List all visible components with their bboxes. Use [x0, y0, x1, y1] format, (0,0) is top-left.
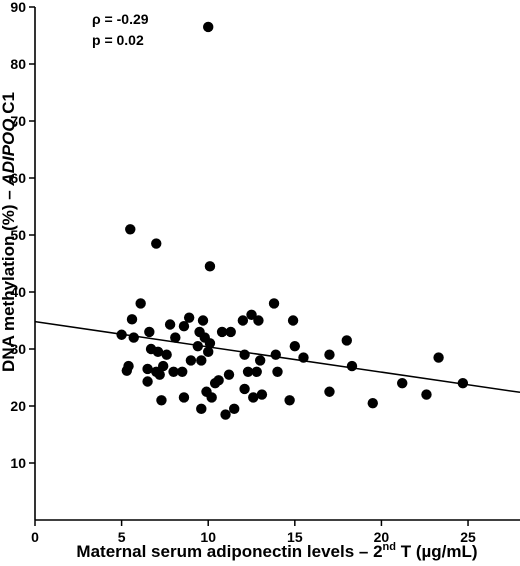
data-point — [287, 315, 299, 326]
y-axis-title-main: DNA methylation (%) – — [0, 186, 18, 372]
y-tick-label: 60 — [10, 170, 26, 186]
x-axis-title-superscript: nd — [383, 541, 396, 553]
data-point — [457, 378, 469, 389]
y-axis-title-suffix: C1 — [0, 92, 18, 118]
x-tick-label: 0 — [31, 529, 39, 545]
data-point — [142, 376, 153, 387]
data-point — [203, 346, 214, 358]
data-point — [298, 352, 309, 363]
data-point — [123, 360, 134, 372]
data-point — [196, 403, 207, 415]
data-point — [177, 366, 188, 377]
data-point — [142, 363, 153, 375]
data-point — [239, 349, 250, 360]
data-point — [183, 312, 195, 323]
data-point — [341, 335, 352, 346]
data-point — [206, 392, 217, 403]
data-point — [254, 355, 266, 366]
data-point — [204, 338, 216, 349]
data-point — [213, 375, 224, 386]
data-point — [346, 360, 358, 372]
data-point — [251, 366, 262, 377]
y-tick-label: 90 — [10, 0, 26, 15]
data-point — [164, 319, 176, 330]
y-tick-label: 10 — [10, 455, 26, 471]
y-tick-label: 70 — [10, 113, 26, 129]
data-point — [151, 238, 162, 249]
x-ticks: 0 5 10 15 20 25 — [31, 520, 476, 545]
data-point — [196, 355, 207, 366]
y-tick-label: 40 — [10, 284, 26, 300]
data-point — [135, 298, 146, 309]
x-axis-title: Maternal serum adiponectin levels – 2nd … — [76, 541, 477, 561]
x-tick-label: 25 — [460, 529, 476, 545]
data-point — [433, 352, 444, 363]
x-tick-label: 10 — [200, 529, 216, 545]
data-point — [284, 395, 295, 406]
data-point — [168, 366, 179, 377]
data-point — [397, 378, 408, 389]
y-axis-title: DNA methylation (%) – ADIPOQ C1 — [0, 92, 18, 372]
data-point — [324, 349, 335, 360]
data-point — [220, 409, 231, 420]
data-point — [192, 340, 204, 352]
data-points — [116, 21, 469, 420]
data-point — [125, 224, 136, 235]
data-point — [272, 366, 283, 377]
data-point — [157, 360, 169, 372]
data-point — [270, 349, 281, 360]
data-point — [185, 355, 197, 366]
x-axis-title-unit: T (µg/mL) — [396, 542, 478, 561]
data-point — [367, 397, 378, 409]
data-point — [128, 332, 139, 343]
x-tick-label: 20 — [374, 529, 390, 545]
data-point — [197, 315, 209, 326]
data-point — [178, 321, 190, 332]
data-point — [268, 298, 280, 309]
data-point — [126, 314, 138, 325]
rho-annotation: ρ = -0.29 — [92, 11, 149, 27]
y-ticks: 10 20 30 40 50 60 70 80 90 — [10, 0, 35, 471]
data-point — [203, 21, 214, 33]
data-point — [170, 332, 181, 343]
data-point — [324, 386, 335, 397]
data-point — [242, 366, 254, 377]
data-point — [161, 349, 172, 360]
axes: 10 20 30 40 50 60 70 80 90 0 5 10 15 20 25 — [10, 0, 520, 545]
data-point — [421, 389, 432, 400]
x-tick-label: 5 — [118, 529, 126, 545]
p-value-annotation: p = 0.02 — [92, 32, 144, 48]
data-point — [223, 369, 235, 380]
y-tick-label: 80 — [10, 56, 26, 72]
data-point — [154, 369, 165, 380]
data-point — [248, 392, 259, 403]
data-point — [239, 383, 250, 395]
data-point — [253, 315, 264, 326]
data-point — [156, 395, 167, 406]
data-point — [256, 389, 268, 400]
data-point — [152, 346, 164, 358]
data-point — [144, 326, 155, 338]
y-tick-label: 20 — [10, 398, 26, 414]
data-point — [178, 392, 190, 403]
data-point — [289, 340, 301, 352]
data-point — [216, 326, 228, 338]
data-point — [228, 403, 240, 415]
data-point — [246, 309, 257, 320]
y-tick-label: 50 — [10, 227, 26, 243]
y-tick-label: 30 — [10, 341, 26, 357]
y-axis-title-gene: ADIPOQ — [0, 119, 18, 187]
data-point — [204, 261, 216, 272]
x-tick-label: 15 — [287, 529, 303, 545]
data-point — [116, 329, 127, 340]
x-axis-title-main: Maternal serum adiponectin levels – 2 — [76, 542, 382, 561]
data-point — [237, 315, 249, 326]
data-point — [225, 326, 236, 338]
